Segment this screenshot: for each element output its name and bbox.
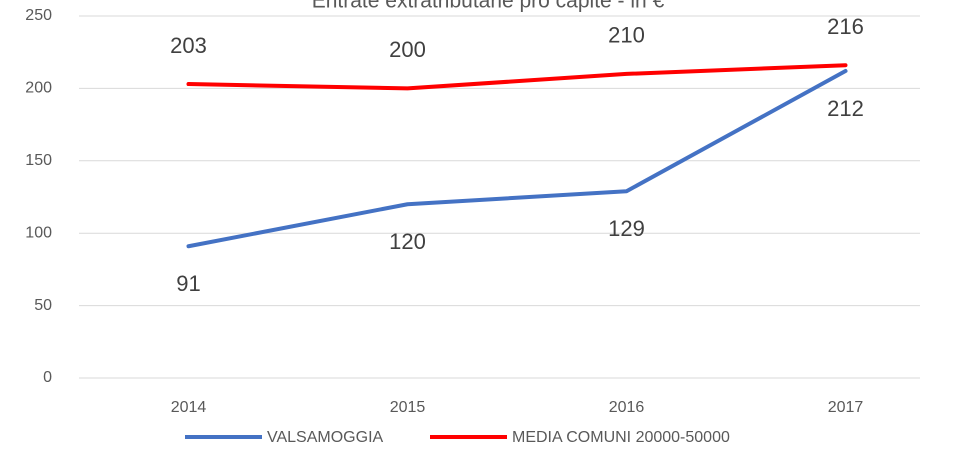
x-tick-label: 2015 [390,399,426,416]
data-label: 120 [389,229,426,254]
chart-title: Entrate extratributarie pro capite - in … [312,0,665,13]
y-tick-label: 200 [25,80,52,97]
data-label: 200 [389,37,426,62]
data-label: 210 [608,23,645,48]
series-line [186,69,848,249]
y-tick-label: 100 [25,224,52,241]
legend-label: VALSAMOGGIA [267,429,384,446]
data-label: 91 [176,271,200,296]
x-tick-label: 2014 [171,399,207,416]
data-label: 129 [608,216,645,241]
y-tick-label: 0 [43,369,52,386]
x-tick-label: 2017 [828,399,864,416]
data-label: 212 [827,96,864,121]
data-label: 216 [827,14,864,39]
series-line [186,63,848,91]
y-tick-label: 250 [25,7,52,24]
x-tick-label: 2016 [609,399,645,416]
data-label: 203 [170,33,207,58]
y-tick-label: 50 [34,297,52,314]
y-tick-label: 150 [25,152,52,169]
legend-label: MEDIA COMUNI 20000-50000 [512,429,730,446]
